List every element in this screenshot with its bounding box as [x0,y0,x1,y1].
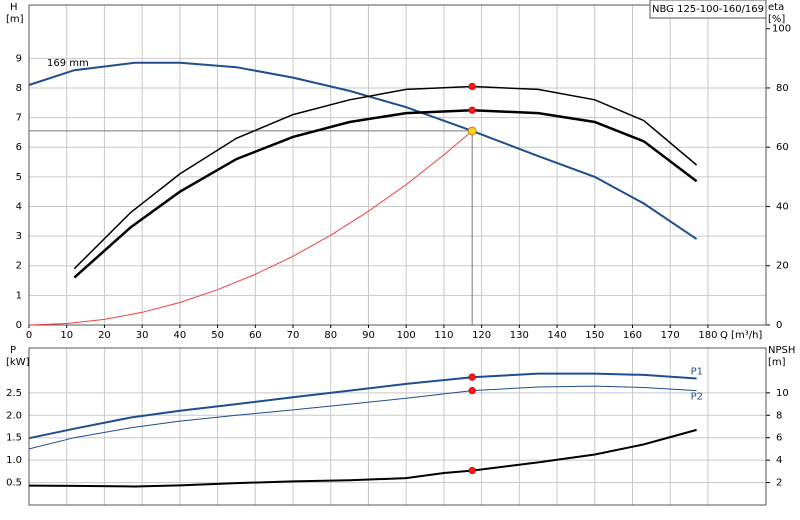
x-tick-label: 70 [287,330,300,341]
series-line [28,61,698,240]
x-tick-label: 160 [623,330,642,341]
y2-axis-label: eta [768,2,784,13]
y2-tick-label: 60 [776,142,789,153]
y2-tick-label: 8 [776,410,782,421]
title-box [649,0,767,19]
x-tick-label: 110 [434,330,453,341]
y-tick-label: 7 [16,113,22,124]
y-tick-label: 3 [16,231,22,242]
plot-frame [28,4,767,326]
y-tick-label: 0 [16,320,22,331]
series-line [28,385,697,450]
operating-point [468,373,476,381]
x-tick-label: 180 [698,330,717,341]
y2-tick-label: 20 [776,261,789,272]
x-tick-label: 90 [362,330,375,341]
x-tick-label: 80 [324,330,337,341]
series-line [28,428,697,488]
y-tick-label: 4 [16,201,22,212]
y-tick-label: 2.0 [6,410,22,421]
x-tick-label: 10 [60,330,73,341]
series-line [28,372,697,440]
x-tick-label: 100 [397,330,416,341]
x-tick-label: 120 [472,330,491,341]
y2-tick-label: 10 [776,388,789,399]
operating-point [467,126,477,136]
y-tick-label: 2 [16,261,22,272]
y2-tick-label: 4 [776,455,782,466]
chart-title: NBG 125-100-160/169 [652,4,764,15]
y2-tick-label: 100 [772,24,791,35]
y2-tick-label: 6 [776,433,782,444]
y-tick-label: 1 [16,290,22,301]
x-tick-label: 140 [547,330,566,341]
x-tick-label: 150 [585,330,604,341]
series-label: P2 [691,392,703,403]
y2-axis-unit: [%] [768,14,785,25]
operating-point [468,106,476,114]
y2-axis-unit: [m] [768,357,786,368]
series-line [73,85,698,270]
y-tick-label: 6 [16,142,22,153]
x-tick-label: 130 [510,330,529,341]
x-tick-label: 50 [211,330,224,341]
x-tick-label: 170 [661,330,680,341]
y2-tick-label: 0 [776,320,782,331]
y2-axis-label: NPSH [768,345,795,356]
y2-tick-label: 2 [776,478,782,489]
annotation: 169 mm [47,58,89,69]
y2-tick-label: 80 [776,83,789,94]
y2-tick-label: 40 [776,201,789,212]
y-tick-label: 2.5 [6,388,22,399]
y-tick-label: 1.0 [6,455,22,466]
y-tick-label: 9 [16,53,22,64]
x-tick-label: 0 [26,330,32,341]
y-axis-unit: [kW] [6,357,30,368]
y-axis-label: H [10,2,18,13]
series-line [28,130,473,326]
y-axis-unit: [m] [6,14,24,25]
operating-point [468,82,476,91]
x-axis-label: Q [m³/h] [720,330,762,341]
series-label: P1 [691,367,703,378]
y-tick-label: 1.5 [6,433,22,444]
x-tick-label: 40 [174,330,187,341]
y-axis-label: P [10,345,16,356]
x-tick-label: 30 [136,330,149,341]
y-tick-label: 8 [16,83,22,94]
y-tick-label: 0.5 [6,478,22,489]
operating-point [468,387,476,395]
y-tick-label: 5 [16,172,22,183]
series-line [73,108,698,279]
x-tick-label: 60 [249,330,262,341]
x-tick-label: 20 [98,330,111,341]
operating-point [468,466,476,475]
plot-frame [28,347,767,506]
